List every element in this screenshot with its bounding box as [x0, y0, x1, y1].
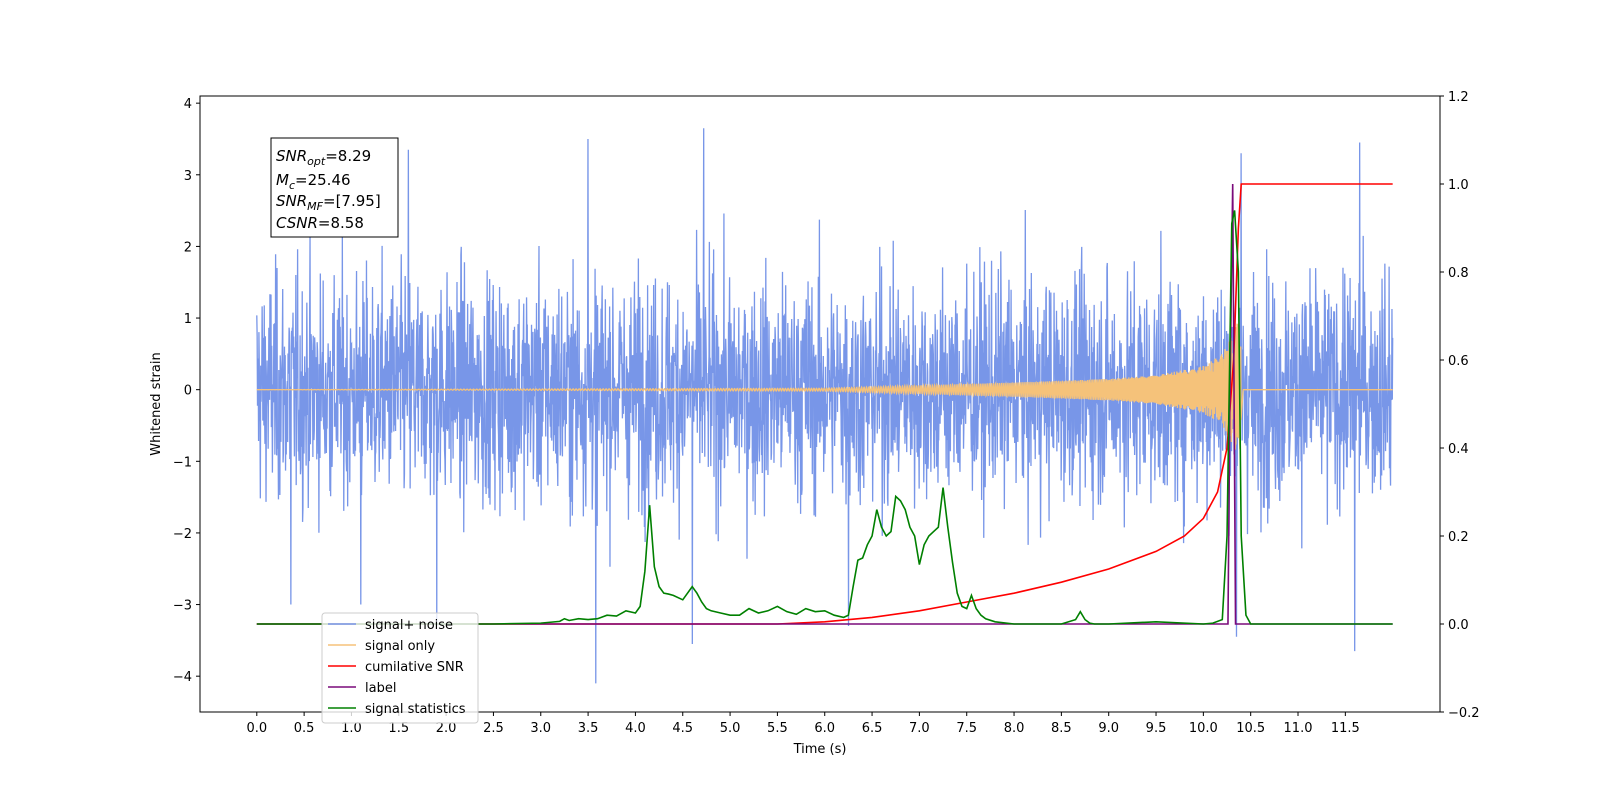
- stat-snr-opt: SNRopt=8.29: [276, 147, 371, 168]
- legend: signal+ noise signal only cumilative SNR…: [321, 612, 479, 724]
- stat-snr-mf: SNRMF=[7.95]: [276, 192, 381, 213]
- x-tick-label: 2.0: [436, 721, 457, 736]
- x-tick-label: 7.5: [956, 721, 977, 736]
- x-tick-label: 3.5: [578, 721, 599, 736]
- y2-tick-label: 1.2: [1448, 90, 1469, 105]
- x-tick-label: 11.0: [1284, 721, 1313, 736]
- axes-frame: [199, 95, 1441, 713]
- x-tick-label: 1.0: [341, 721, 362, 736]
- y-tick-label: −3: [173, 599, 192, 614]
- y-tick-label: −2: [173, 527, 192, 542]
- x-tick-label: 8.5: [1051, 721, 1072, 736]
- series-signal-only: [256, 323, 1393, 450]
- x-tick-label: 1.5: [388, 721, 409, 736]
- y-tick-label: 3: [184, 169, 192, 184]
- x-tick-label: 9.5: [1146, 721, 1167, 736]
- x-tick-label: 3.0: [530, 721, 551, 736]
- x-tick-label: 4.5: [672, 721, 693, 736]
- y2-tick-label: −0.2: [1448, 706, 1480, 721]
- y-tick-label: −4: [173, 670, 192, 685]
- y-axis-label: Whitened strain: [149, 352, 164, 455]
- y2-tick-label: 0.8: [1448, 266, 1469, 281]
- stat-csnr: CSNR=8.58: [276, 214, 364, 232]
- x-tick-label: 5.0: [720, 721, 741, 736]
- legend-label-cumilative-snr: cumilative SNR: [365, 660, 464, 675]
- plot-area: [256, 128, 1394, 684]
- x-tick-label: 6.5: [862, 721, 883, 736]
- stat-mc: Mc=25.46: [276, 171, 351, 192]
- stats-box: SNRopt=8.29 Mc=25.46 SNRMF=[7.95] CSNR=8…: [270, 137, 399, 238]
- x-tick-label: 5.5: [767, 721, 788, 736]
- x-tick-label: 7.0: [909, 721, 930, 736]
- x-tick-label: 0.5: [294, 721, 315, 736]
- y2-tick-label: 0.0: [1448, 618, 1469, 633]
- y-tick-label: 2: [184, 240, 192, 255]
- x-tick-label: 6.0: [814, 721, 835, 736]
- y2-tick-label: 1.0: [1448, 178, 1469, 193]
- y-tick-label: 1: [184, 312, 192, 327]
- legend-label-label: label: [365, 681, 396, 696]
- x-tick-label: 2.5: [483, 721, 504, 736]
- legend-frame: [321, 612, 479, 724]
- legend-label-signal-statistics: signal statistics: [365, 702, 466, 717]
- y2-tick-label: 0.6: [1448, 354, 1469, 369]
- y-tick-label: 4: [184, 97, 192, 112]
- y-tick-label: −1: [173, 455, 192, 470]
- y-tick-label: 0: [184, 384, 192, 399]
- x-tick-label: 8.0: [1004, 721, 1025, 736]
- legend-label-signal-noise: signal+ noise: [365, 618, 453, 633]
- legend-label-signal-only: signal only: [365, 639, 435, 654]
- x-tick-label: 11.5: [1331, 721, 1360, 736]
- y2-tick-label: 0.4: [1448, 442, 1469, 457]
- x-tick-label: 10.0: [1189, 721, 1218, 736]
- x-tick-label: 0.0: [246, 721, 267, 736]
- x-tick-label: 10.5: [1236, 721, 1265, 736]
- axis-ticks: 0.0 0.5 1.0 1.5 2.0 2.5 3.0 3.5 4.0 4.5 5.0 5.5 6.0 6…: [173, 90, 1480, 736]
- x-tick-label: 4.0: [625, 721, 646, 736]
- x-tick-label: 9.0: [1098, 721, 1119, 736]
- y2-tick-label: 0.2: [1448, 530, 1469, 545]
- x-axis-label: Time (s): [793, 742, 847, 757]
- stats-box-frame: [270, 137, 399, 238]
- series-signal-statistics: [256, 210, 1393, 625]
